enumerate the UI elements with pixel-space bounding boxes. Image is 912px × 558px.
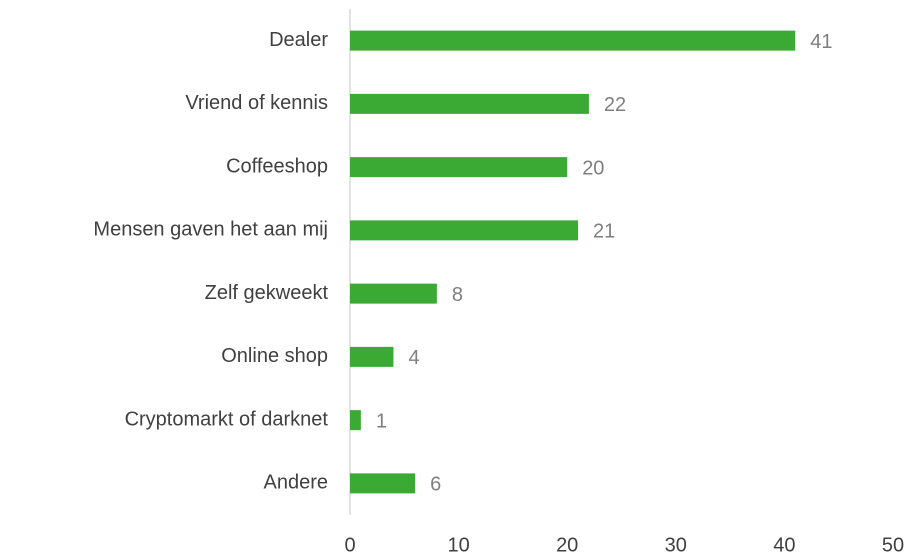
bar (350, 93, 589, 114)
value-label: 21 (593, 221, 615, 243)
x-tick-label: 0 (344, 534, 355, 556)
y-tick-label: Cryptomarkt of darknet (125, 408, 329, 430)
x-tick-label: 40 (773, 534, 795, 556)
y-tick-label: Andere (264, 472, 329, 494)
value-label: 20 (582, 157, 604, 179)
bar (350, 220, 579, 241)
y-tick-label: Coffeeshop (226, 155, 328, 177)
value-label: 22 (604, 94, 626, 116)
x-tick-label: 20 (556, 534, 578, 556)
x-tick-label: 50 (882, 534, 904, 556)
bar (350, 30, 796, 51)
value-label: 6 (430, 474, 441, 496)
value-label: 8 (452, 284, 463, 306)
value-label: 1 (376, 410, 387, 432)
bar (350, 283, 437, 304)
bar (350, 473, 416, 494)
bar (350, 346, 394, 367)
value-label: 4 (408, 347, 419, 369)
y-tick-label: Vriend of kennis (185, 92, 328, 114)
y-tick-label: Online shop (221, 345, 328, 367)
y-tick-label: Zelf gekweekt (205, 282, 329, 304)
x-tick-label: 30 (665, 534, 687, 556)
y-tick-label: Dealer (269, 29, 328, 51)
bar (350, 157, 568, 178)
bar (350, 410, 361, 431)
y-tick-label: Mensen gaven het aan mij (93, 219, 328, 241)
x-tick-label: 10 (447, 534, 469, 556)
value-label: 41 (810, 31, 832, 53)
